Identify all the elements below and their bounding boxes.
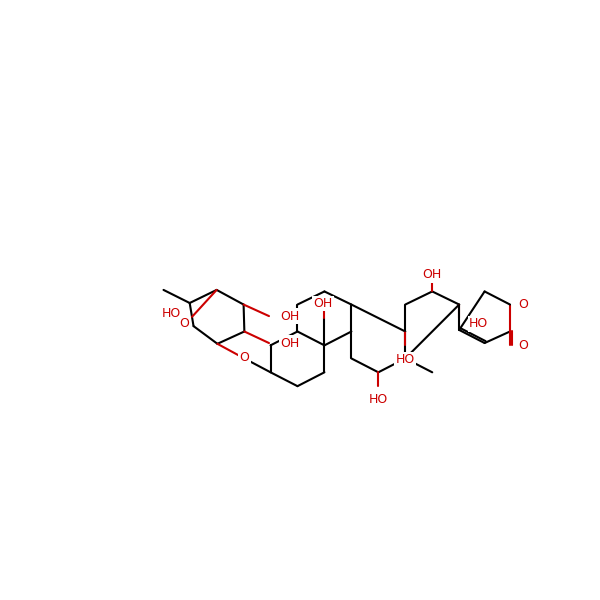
Text: HO: HO (369, 393, 388, 406)
Text: OH: OH (313, 297, 332, 310)
Text: HO: HO (162, 307, 181, 320)
Text: O: O (239, 351, 249, 364)
Text: O: O (518, 339, 529, 352)
Text: OH: OH (281, 337, 300, 350)
Text: OH: OH (281, 310, 300, 323)
Text: O: O (179, 317, 189, 330)
Text: OH: OH (422, 268, 442, 281)
Text: HO: HO (469, 317, 488, 330)
Text: HO: HO (395, 353, 415, 366)
Text: O: O (518, 298, 529, 311)
